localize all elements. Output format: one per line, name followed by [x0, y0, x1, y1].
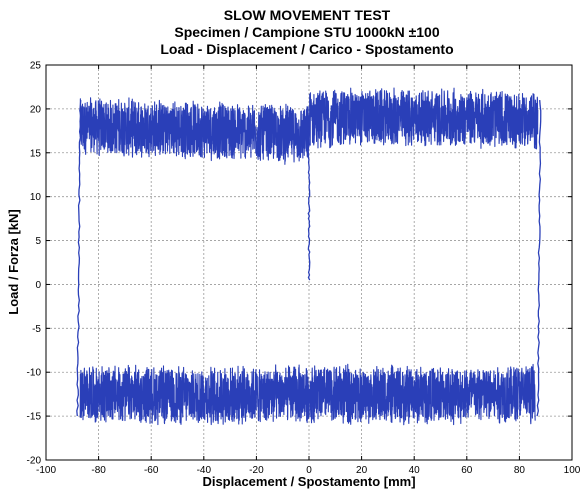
chart-title: SLOW MOVEMENT TEST — [224, 7, 391, 23]
x-tick-label: -40 — [197, 465, 212, 476]
y-tick-label: -5 — [32, 324, 41, 335]
y-tick-label: 5 — [35, 236, 41, 247]
x-tick-label: -60 — [144, 465, 159, 476]
y-tick-label: 25 — [30, 61, 42, 72]
y-tick-label: 15 — [30, 148, 42, 159]
y-tick-label: 10 — [30, 192, 42, 203]
y-axis-label: Load / Forza [kN] — [6, 209, 21, 314]
y-tick-label: -15 — [27, 412, 42, 423]
x-tick-label: -80 — [91, 465, 106, 476]
x-tick-label: 20 — [356, 465, 368, 476]
x-axis-label: Displacement / Spostamento [mm] — [202, 474, 415, 489]
chart-subtitle-2: Load - Displacement / Carico - Spostamen… — [160, 41, 453, 57]
x-tick-label: -100 — [36, 465, 56, 476]
plot-frame — [45, 64, 573, 461]
reversal-line-2 — [307, 126, 311, 281]
x-tick-label: 80 — [514, 465, 526, 476]
y-tick-label: -10 — [27, 368, 42, 379]
x-tick-label: 0 — [306, 465, 312, 476]
reversal-line-1 — [536, 100, 542, 417]
x-tick-label: 100 — [564, 465, 581, 476]
data-layer — [76, 87, 542, 426]
series-line-lower — [79, 363, 536, 426]
chart-subtitle: Specimen / Campione STU 1000kN ±100 — [174, 24, 439, 40]
y-tick-label: -20 — [27, 456, 42, 467]
x-tick-label: 60 — [461, 465, 473, 476]
x-tick-label: -20 — [249, 465, 264, 476]
y-tick-label: 20 — [30, 104, 42, 115]
x-tick-label: 40 — [409, 465, 421, 476]
reversal-line-0 — [76, 100, 82, 417]
y-tick-label: 0 — [35, 280, 41, 291]
tick-layer: -100 -80 -60 -40 -20 0 20 40 60 80 100 -20 -15 -10 -5 0… — [27, 61, 581, 477]
